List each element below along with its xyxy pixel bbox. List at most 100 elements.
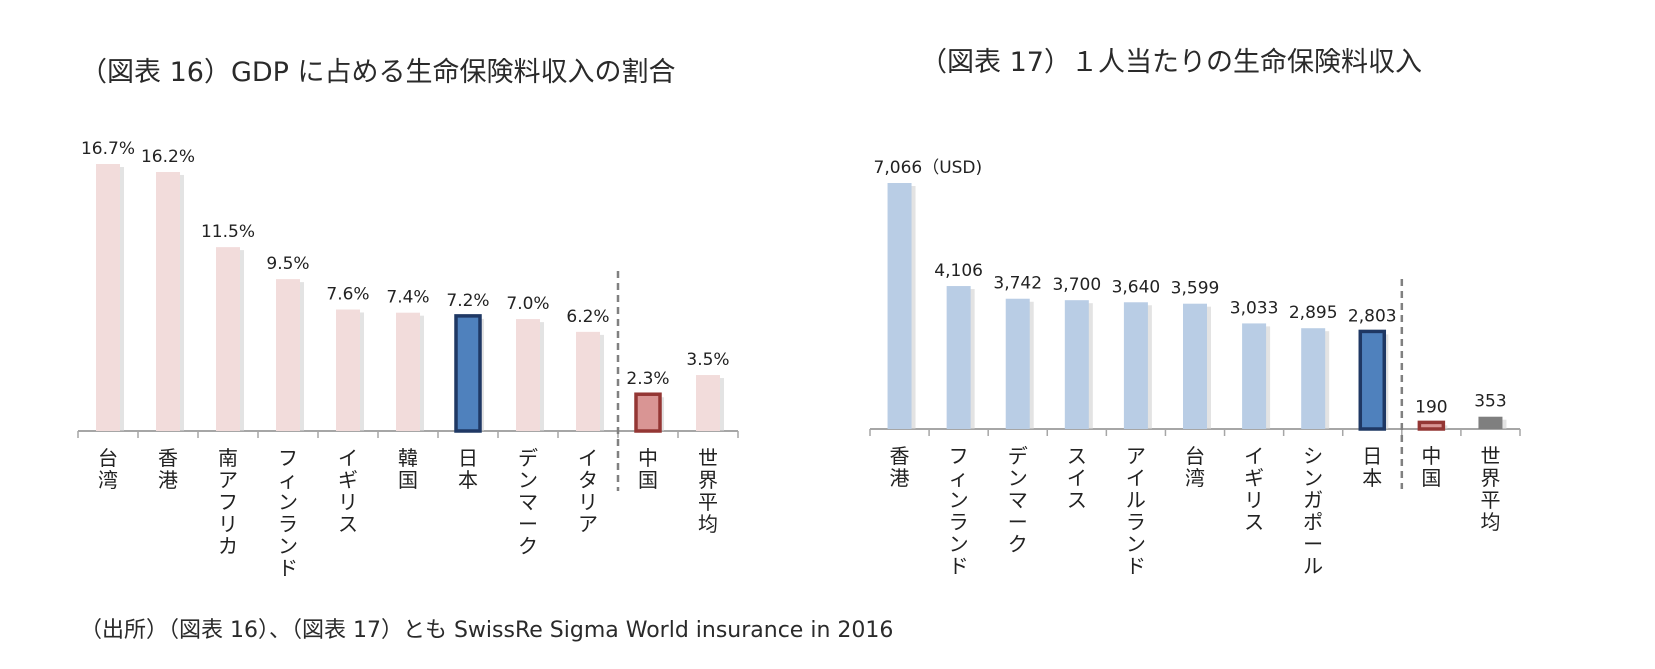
chart17-category-label: ギ xyxy=(1244,466,1264,490)
chart16-category-label: リ xyxy=(218,512,238,536)
chart17-category-label: ン xyxy=(1126,532,1146,556)
chart17-bar xyxy=(1183,303,1207,429)
chart16-data-label: 16.2% xyxy=(141,147,195,167)
chart17-category-label: ス xyxy=(1244,510,1264,534)
chart16-category-label: ド xyxy=(278,556,298,580)
chart17-category-label: 港 xyxy=(890,466,910,490)
chart16-category-label: 日 xyxy=(458,446,478,470)
chart17-bar xyxy=(1242,323,1267,429)
chart17-data-label: 3,742 xyxy=(993,274,1042,294)
chart16-category-label: カ xyxy=(218,534,238,558)
chart16-category-label: 中 xyxy=(638,446,658,470)
chart16-category-label: ア xyxy=(578,512,598,536)
chart16-category-label: 国 xyxy=(398,468,418,492)
chart16-bar xyxy=(454,314,482,433)
chart17-category-label: ー xyxy=(1303,532,1323,556)
chart17-bar xyxy=(1301,328,1326,429)
chart16-category-label: 国 xyxy=(638,468,658,492)
chart17-bar xyxy=(1417,420,1446,431)
chart16-category-label: タ xyxy=(578,468,598,492)
chart16-bar xyxy=(276,279,300,431)
chart17-category-label: 世 xyxy=(1480,444,1500,468)
chart17-bar xyxy=(1005,298,1030,429)
chart16-data-label: 9.5% xyxy=(266,254,309,274)
chart17-category-label: 国 xyxy=(1421,466,1441,490)
chart17-category-label: ー xyxy=(1008,510,1028,534)
chart16-category-label: リ xyxy=(578,490,598,514)
chart16-bar xyxy=(96,164,120,431)
chart16-category-label: イ xyxy=(338,446,358,470)
chart17-category-label: ク xyxy=(1008,532,1028,556)
chart16-data-label: 7.6% xyxy=(326,284,369,304)
chart17-category-label: ア xyxy=(1126,444,1146,468)
chart16-category-label: イ xyxy=(578,446,598,470)
chart17-category-label: ド xyxy=(949,554,969,578)
chart16-data-label: 2.3% xyxy=(626,369,669,389)
chart16-category-label: 台 xyxy=(98,446,118,470)
source-note: （出所）（図表 16）、（図表 17）とも SwissRe Sigma Worl… xyxy=(80,618,894,643)
chart16-data-label: 7.2% xyxy=(446,291,489,311)
chart17-category-label: ド xyxy=(1126,554,1146,578)
chart16-category-label: 世 xyxy=(698,446,718,470)
chart16-category-label: ー xyxy=(518,512,538,536)
chart17-category-label: ス xyxy=(1067,488,1087,512)
chart17-category-label: ン xyxy=(949,532,969,556)
chart16-category-label: フ xyxy=(278,446,298,470)
chart17-data-label: 4,106 xyxy=(934,261,983,281)
chart17-category-label: 平 xyxy=(1480,488,1500,512)
chart16-category-label: マ xyxy=(518,490,538,514)
chart17-title: （図表 17）１人当たりの生命保険料収入 xyxy=(920,47,1422,78)
chart17-category-label: ィ xyxy=(949,466,969,490)
chart16-bar xyxy=(336,309,360,431)
chart17-category-label: イ xyxy=(1067,466,1087,490)
chart17-category-label: イ xyxy=(1244,444,1264,468)
chart17-data-label: 3,700 xyxy=(1052,275,1101,295)
chart16-bar xyxy=(516,319,540,431)
chart17-category-label: ポ xyxy=(1303,510,1323,534)
chart16-category-label: フ xyxy=(218,490,238,514)
chart17-category-label: フ xyxy=(949,444,969,468)
chart16-category-label: ク xyxy=(518,534,538,558)
chart16-category-label: ン xyxy=(518,468,538,492)
chart17-category-label: ン xyxy=(1008,466,1028,490)
chart17-category-label: ル xyxy=(1303,554,1323,578)
chart16-data-label: 11.5% xyxy=(201,222,255,242)
chart17-category-label: シ xyxy=(1303,444,1323,468)
chart17-category-label: ラ xyxy=(949,510,969,534)
chart17-category-label: デ xyxy=(1008,444,1028,468)
chart17-category-label: ガ xyxy=(1303,488,1323,512)
chart17-category-label: 日 xyxy=(1362,444,1382,468)
chart17-data-label: 3,599 xyxy=(1171,279,1220,299)
chart16-category-label: 本 xyxy=(458,468,478,492)
chart17-bar xyxy=(887,183,912,429)
chart17-data-label: 3,033 xyxy=(1230,298,1279,318)
chart16-category-label: 均 xyxy=(698,512,718,536)
chart16-category-label: ィ xyxy=(278,468,298,492)
chart17-data-label: 353 xyxy=(1474,392,1506,412)
chart16-title: （図表 16）GDP に占める生命保険料収入の割合 xyxy=(80,57,676,88)
chart16-category-label: 港 xyxy=(158,468,178,492)
chart17-data-label: 3,640 xyxy=(1112,277,1161,297)
chart16-bar xyxy=(396,312,420,431)
chart16-category-label: 界 xyxy=(698,468,718,492)
chart17-category-label: 香 xyxy=(890,444,910,468)
chart17-bar xyxy=(1064,300,1089,429)
chart16-category-label: 香 xyxy=(158,446,178,470)
chart17-category-label: リ xyxy=(1244,488,1264,512)
chart16-category-label: ギ xyxy=(338,468,358,492)
chart16-bar xyxy=(696,375,720,431)
chart17-category-label: 台 xyxy=(1185,444,1205,468)
chart16-bar xyxy=(156,171,180,431)
chart16-category-label: 韓 xyxy=(398,446,418,470)
chart16-category-label: ア xyxy=(218,468,238,492)
chart17-category-label: ラ xyxy=(1126,510,1146,534)
chart16-bar xyxy=(634,392,662,433)
chart16-category-label: ス xyxy=(338,512,358,536)
chart17-category-label: ン xyxy=(1303,466,1323,490)
chart16-bar xyxy=(216,247,240,431)
chart17-data-label: 7,066（USD) xyxy=(874,158,983,178)
chart16-category-label: ン xyxy=(278,534,298,558)
chart16-data-label: 16.7% xyxy=(81,139,135,159)
chart16-data-label: 3.5% xyxy=(686,350,729,370)
